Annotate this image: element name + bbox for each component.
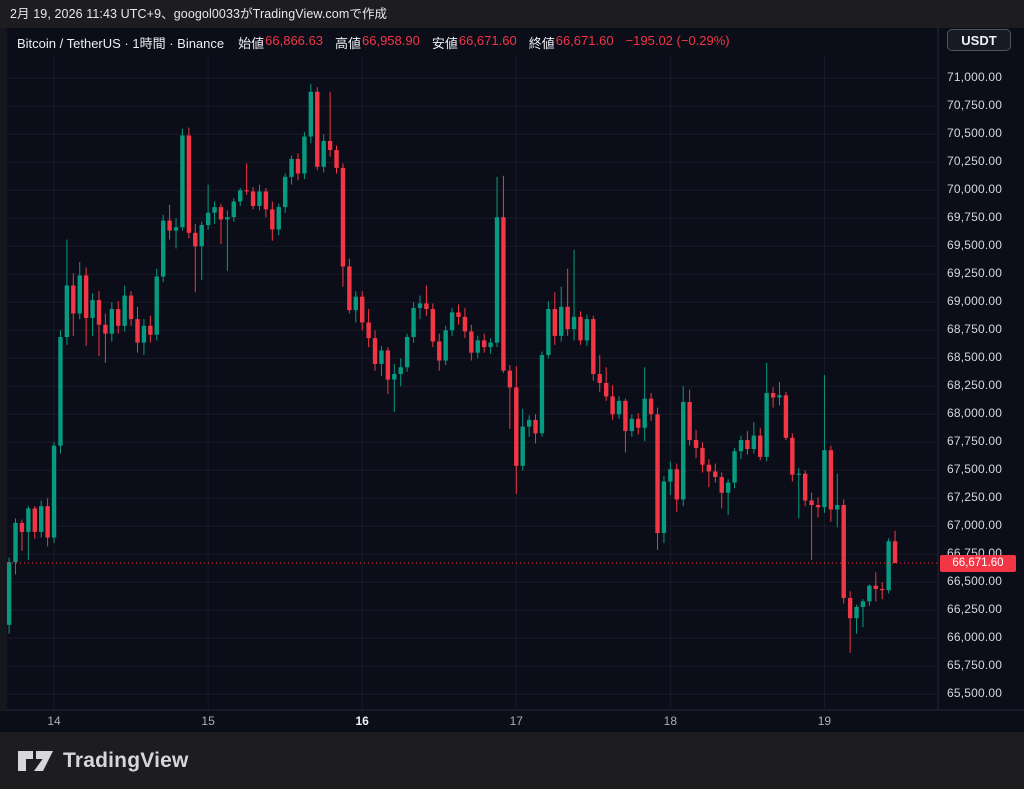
close-value: 66,671.60	[555, 32, 614, 48]
price-axis-label: 69,750.00	[947, 210, 1003, 225]
price-axis-label: 68,250.00	[947, 378, 1003, 393]
price-axis-label: 67,250.00	[947, 490, 1003, 505]
high-value: 66,958.90	[362, 32, 420, 48]
pane-left-edge	[0, 28, 7, 710]
chart-legend: Bitcoin / TetherUS · 1時間 · Binance 始値 66,…	[17, 28, 730, 56]
price-axis-label: 68,000.00	[947, 406, 1003, 421]
time-axis-label: 16	[355, 714, 369, 728]
low-label: 安値	[431, 35, 458, 51]
chart-region: Bitcoin / TetherUS · 1時間 · Binance 始値 66,…	[0, 28, 1024, 732]
low-value: 66,671.60	[458, 32, 517, 48]
time-axis-label: 19	[817, 714, 832, 728]
price-axis-label: 71,000.00	[947, 70, 1003, 85]
time-axis-label: 17	[509, 714, 523, 728]
footer-bar: TradingView	[0, 732, 1024, 789]
time-axis-label: 14	[47, 714, 61, 728]
price-axis-label: 66,500.00	[947, 574, 1003, 589]
price-axis-label: 69,000.00	[947, 294, 1003, 309]
price-axis-label: 67,750.00	[947, 434, 1003, 449]
price-axis-label: 70,750.00	[947, 98, 1003, 113]
price-axis-label: 67,500.00	[947, 462, 1003, 477]
ohlc-values: 始値 66,866.63 高値 66,958.90 安値 66,671.60 終値 66…	[238, 33, 730, 52]
symbol-title[interactable]: Bitcoin / TetherUS · 1時間 · Binance	[17, 35, 225, 51]
price-axis-label: 69,250.00	[947, 266, 1003, 281]
last-price-tag: 66,671.60	[940, 554, 1016, 572]
price-axis-label: 65,500.00	[947, 686, 1003, 701]
currency-toggle-label: USDT	[961, 32, 997, 48]
attribution-bar: 2月 19, 2026 11:43 UTC+9、googol0033がTradi…	[0, 0, 1024, 28]
price-axis-label: 68,750.00	[947, 322, 1003, 337]
price-axis-label: 66,000.00	[947, 630, 1003, 645]
price-axis-label: 69,500.00	[947, 238, 1003, 253]
attribution-text: 2月 19, 2026 11:43 UTC+9、googol0033がTradi…	[10, 7, 388, 21]
price-axis-label: 70,000.00	[947, 182, 1003, 197]
price-axis-label: 70,500.00	[947, 126, 1003, 141]
close-label: 終値	[528, 35, 555, 51]
time-axis-label: 18	[663, 714, 678, 728]
price-axis-label: 65,750.00	[947, 658, 1003, 673]
open-value: 66,866.63	[265, 32, 323, 48]
time-axis-label: 15	[201, 714, 215, 728]
price-axis-label: 67,000.00	[947, 518, 1003, 533]
price-axis-label: 70,250.00	[947, 154, 1003, 169]
tradingview-logo-icon	[18, 750, 53, 771]
price-axis-label: 68,500.00	[947, 350, 1003, 365]
price-axis-label: 66,250.00	[947, 602, 1003, 617]
high-label: 高値	[334, 35, 361, 51]
open-label: 始値	[238, 35, 265, 51]
tradingview-logo[interactable]: TradingView	[17, 748, 189, 774]
tradingview-logo-text: TradingView	[63, 748, 189, 772]
change-value: −195.02 (−0.29%)	[625, 32, 730, 48]
candlestick-chart-canvas[interactable]	[0, 28, 1024, 732]
last-price-tag-value: 66,671.60	[952, 557, 1004, 570]
currency-toggle-button[interactable]: USDT	[947, 29, 1011, 51]
